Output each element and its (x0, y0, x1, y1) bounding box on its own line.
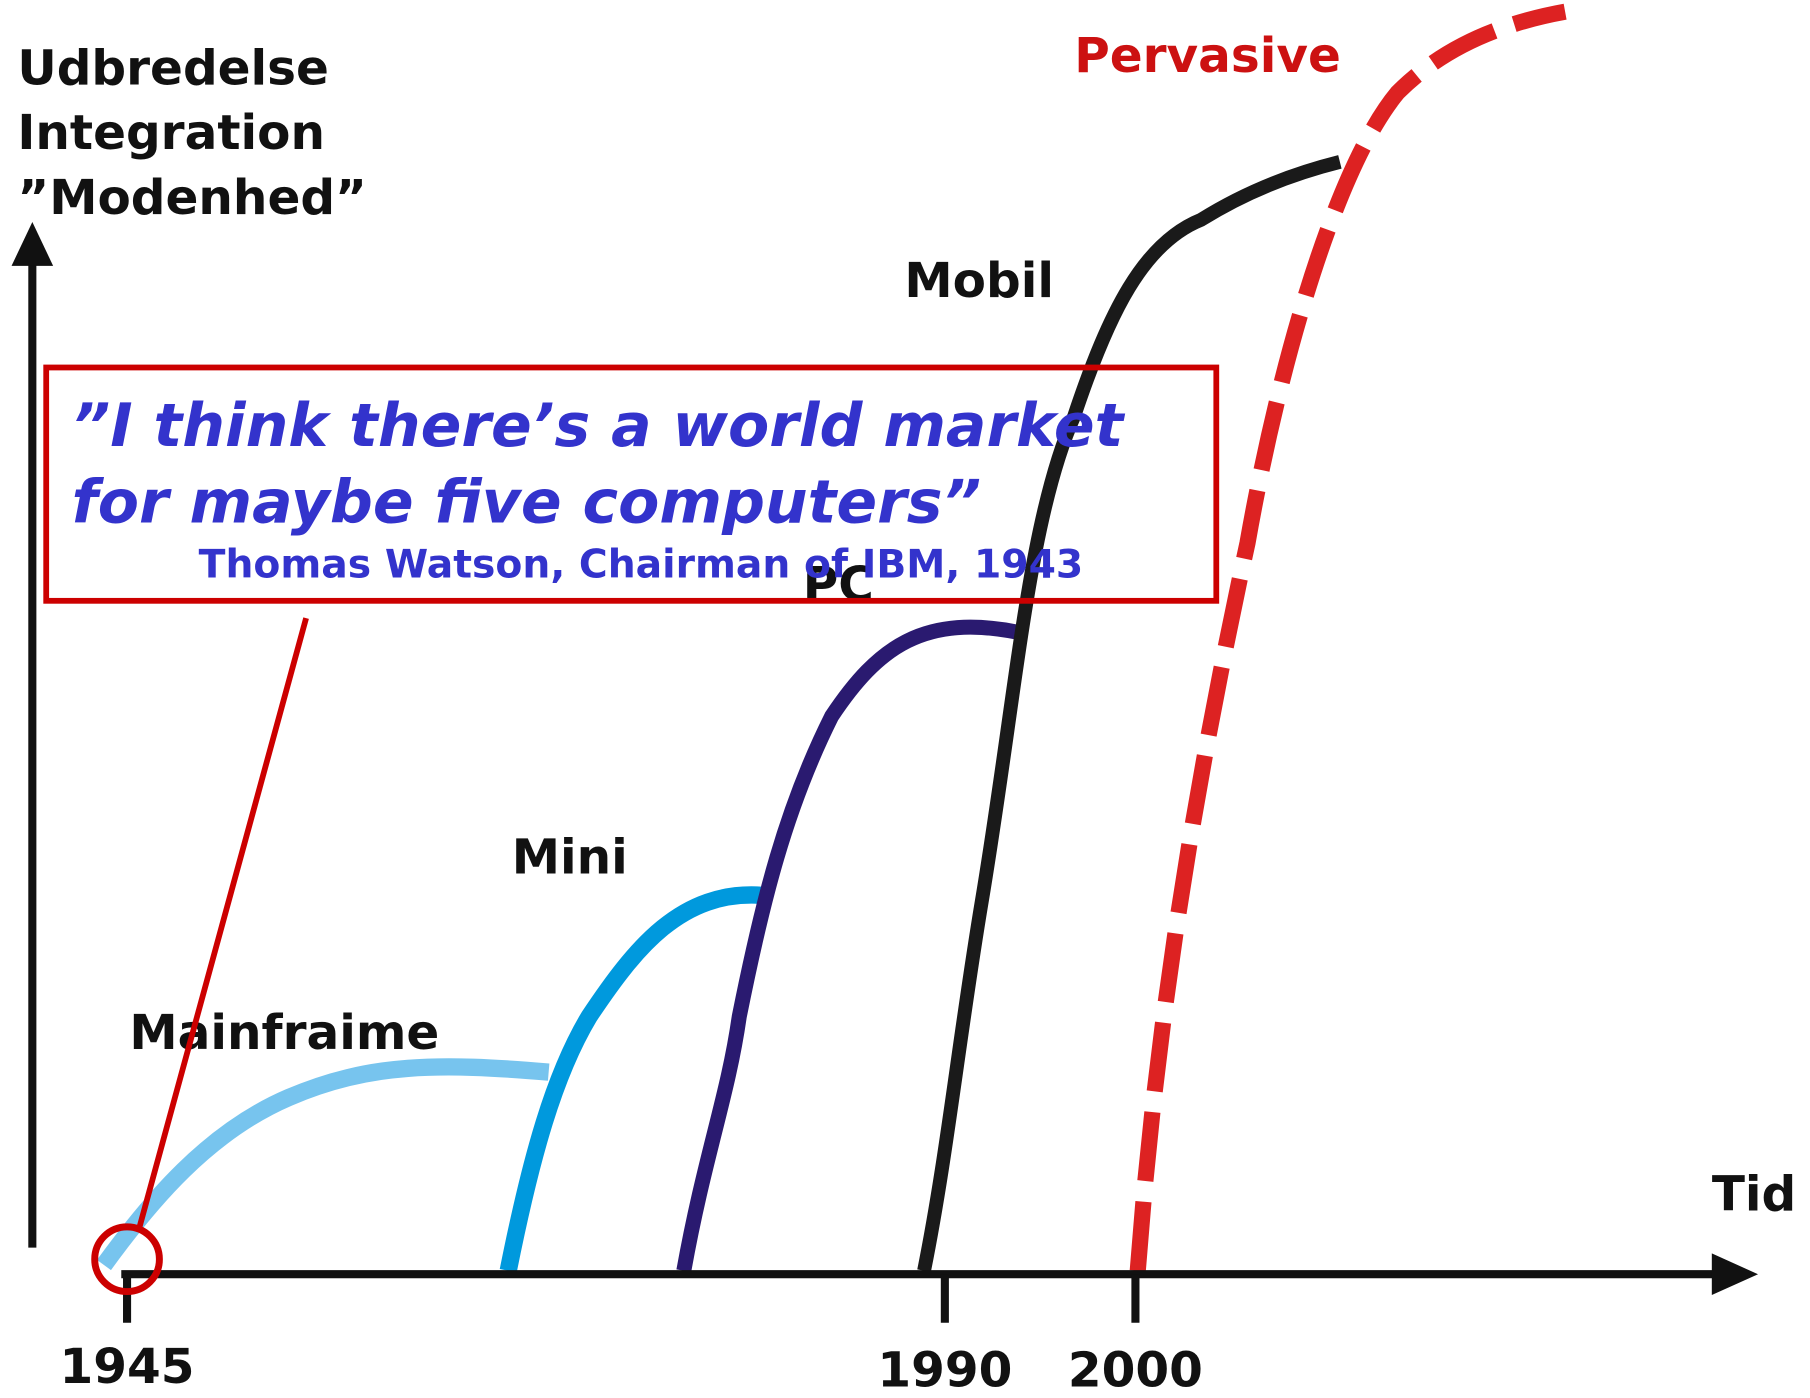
x-tick-label: 1990 (877, 1342, 1012, 1398)
curves (96, 3, 1567, 1273)
quote-attribution: Thomas Watson, Chairman of IBM, 1943 (199, 543, 1084, 588)
mini-curve (499, 886, 763, 1273)
curve-label: Mini (512, 829, 628, 885)
x-arrow (1711, 1253, 1759, 1296)
curve-label: Mainfraime (129, 1005, 439, 1061)
y-label: Udbredelse (17, 41, 329, 97)
mainframe-curve (96, 1058, 550, 1271)
start-circle (91, 1223, 163, 1296)
y-arrow (11, 221, 54, 266)
quote-line: ”I think there’s a world market (72, 391, 1126, 461)
quote-line: for maybe five computers” (72, 467, 982, 537)
curve-label: Pervasive (1074, 28, 1341, 84)
annotation (43, 364, 1220, 1296)
y-label: ”Modenhed” (17, 170, 367, 226)
curve-label: Mobil (904, 253, 1054, 309)
pervasive-curve (1129, 3, 1567, 1272)
x-tick-label: 2000 (1068, 1342, 1203, 1398)
pc-curve (676, 619, 1024, 1273)
axes (11, 221, 1759, 1323)
x-label: Tid (1712, 1167, 1796, 1223)
y-label: Integration (17, 105, 325, 161)
mobil-curve (917, 155, 1342, 1273)
pointer-line (135, 617, 309, 1232)
quote-box (43, 364, 1220, 604)
x-tick-label: 1945 (60, 1339, 195, 1395)
